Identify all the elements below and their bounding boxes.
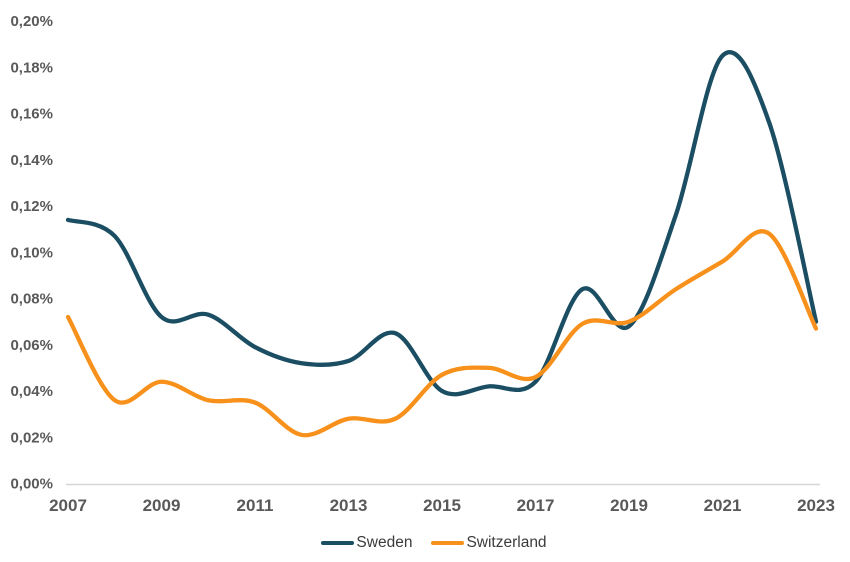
x-axis-tick-label: 2011 (237, 496, 274, 515)
y-axis-tick-label: 0,20% (10, 13, 53, 30)
legend: Sweden Switzerland (0, 534, 850, 552)
switzerland-line-swatch (431, 540, 465, 546)
sweden-line-swatch (321, 540, 355, 546)
legend-label-sweden: Sweden (356, 534, 413, 551)
y-axis-tick-label: 0,04% (10, 383, 53, 400)
y-axis-tick-label: 0,10% (10, 244, 53, 261)
y-axis-tick-label: 0,14% (10, 152, 53, 169)
y-axis-tick-label: 0,08% (10, 291, 53, 308)
x-axis-tick-label: 2009 (143, 496, 181, 515)
y-axis-tick-label: 0,16% (10, 106, 53, 123)
legend-item-switzerland: Switzerland (431, 534, 547, 552)
switzerland-line (65, 229, 819, 438)
x-axis-tick-label: 2007 (49, 496, 87, 515)
legend-label-switzerland: Switzerland (466, 534, 547, 551)
y-axis-tick-label: 0,12% (10, 198, 53, 215)
sweden-line (65, 50, 819, 397)
y-axis-tick-label: 0,00% (10, 476, 53, 493)
x-axis-tick-label: 2013 (330, 496, 368, 515)
x-axis-tick-label: 2017 (517, 496, 555, 515)
x-axis-tick-label: 2019 (610, 496, 648, 515)
x-axis-tick-label: 2021 (704, 496, 742, 515)
x-axis-tick-label: 2015 (423, 496, 461, 515)
x-axis-tick-label: 2023 (797, 496, 835, 515)
y-axis-tick-label: 0,18% (10, 59, 53, 76)
legend-item-sweden: Sweden (321, 534, 412, 552)
y-axis-tick-label: 0,02% (10, 429, 53, 446)
y-axis-tick-label: 0,06% (10, 337, 53, 354)
